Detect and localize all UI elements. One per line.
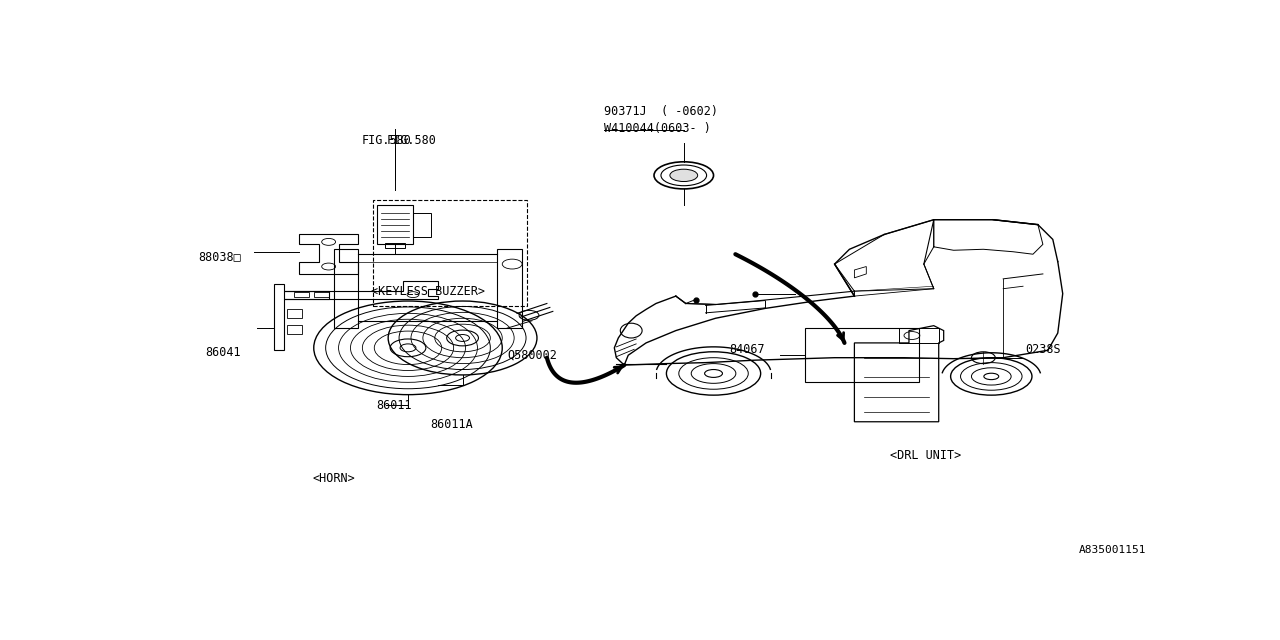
Bar bbox=[287, 325, 302, 334]
Bar bbox=[374, 200, 527, 306]
Bar bbox=[378, 205, 413, 244]
Bar bbox=[287, 309, 302, 318]
Text: <HORN>: <HORN> bbox=[312, 472, 355, 485]
Text: Q580002: Q580002 bbox=[507, 349, 557, 362]
Bar bbox=[385, 243, 404, 248]
Bar bbox=[413, 213, 431, 237]
Ellipse shape bbox=[669, 169, 698, 182]
Text: 86011A: 86011A bbox=[430, 418, 472, 431]
Text: 86011: 86011 bbox=[376, 399, 412, 413]
Bar bbox=[314, 292, 329, 297]
Text: 86041: 86041 bbox=[206, 346, 242, 359]
Text: W410044(0603- ): W410044(0603- ) bbox=[604, 122, 712, 135]
Bar bbox=[294, 292, 308, 297]
Text: <KEYLESS BUZZER>: <KEYLESS BUZZER> bbox=[371, 285, 485, 298]
Text: 88038□: 88038□ bbox=[198, 250, 242, 263]
Text: FIG.580: FIG.580 bbox=[361, 134, 411, 147]
Text: 90371J  ( -0602): 90371J ( -0602) bbox=[604, 105, 718, 118]
Text: 0238S: 0238S bbox=[1025, 343, 1061, 356]
Text: FIG.580: FIG.580 bbox=[387, 134, 436, 147]
Text: 84067: 84067 bbox=[730, 343, 765, 356]
Bar bbox=[805, 328, 919, 382]
Bar bbox=[899, 328, 938, 343]
Text: A835001151: A835001151 bbox=[1079, 545, 1146, 555]
Text: <DRL UNIT>: <DRL UNIT> bbox=[890, 449, 961, 462]
